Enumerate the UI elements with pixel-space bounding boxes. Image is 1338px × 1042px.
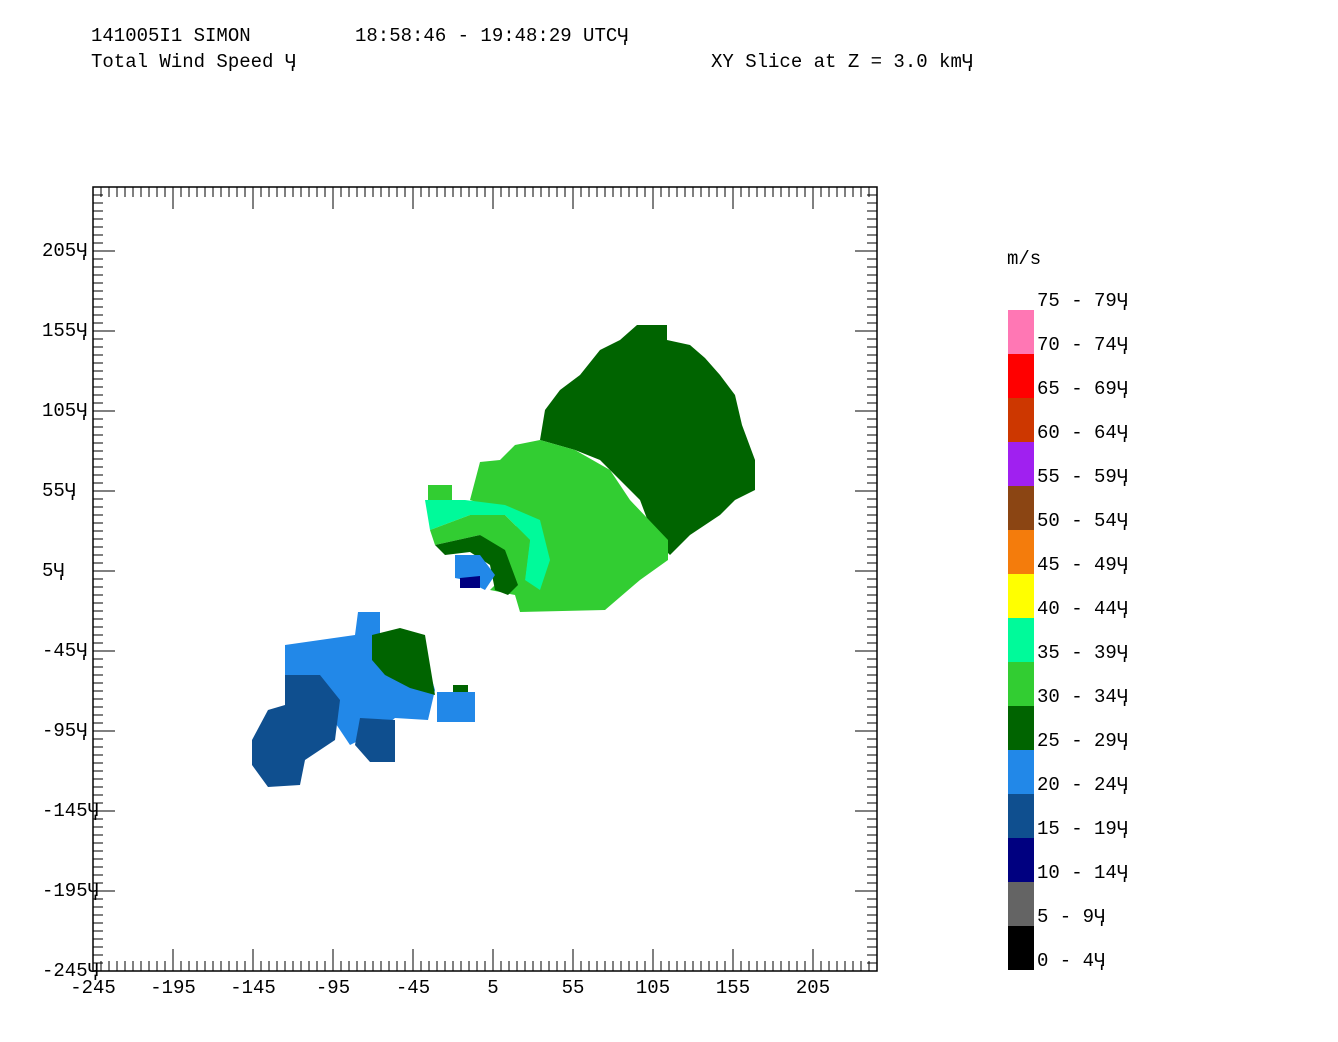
- legend-swatch: [1008, 662, 1034, 706]
- legend-swatch: [1008, 882, 1034, 926]
- legend-label: 25 - 29Ӌ: [1037, 730, 1128, 752]
- legend-swatch: [1008, 750, 1034, 794]
- legend-swatch: [1008, 486, 1034, 530]
- x-tick-label: 105: [636, 977, 670, 999]
- y-tick-label: -195Ӌ: [42, 880, 99, 902]
- legend-label: 75 - 79Ӌ: [1037, 290, 1128, 312]
- region: [437, 692, 475, 722]
- legend-swatch: [1008, 794, 1034, 838]
- region: [540, 325, 755, 555]
- region: [355, 718, 395, 762]
- wind-field: [252, 325, 755, 787]
- x-tick-label: 5: [487, 977, 498, 999]
- legend-label: 45 - 49Ӌ: [1037, 554, 1128, 576]
- legend-label: 55 - 59Ӌ: [1037, 466, 1128, 488]
- legend-swatch: [1008, 618, 1034, 662]
- y-tick-label: -245Ӌ: [42, 960, 99, 982]
- x-tick-label: -95: [316, 977, 350, 999]
- time-label: 18:58:46 - 19:48:29 UTCӋ: [355, 25, 629, 47]
- legend-label: 15 - 19Ӌ: [1037, 818, 1128, 840]
- region: [372, 628, 435, 695]
- legend-label: 70 - 74Ӌ: [1037, 334, 1128, 356]
- y-tick-label: 5Ӌ: [42, 560, 65, 582]
- legend-swatch: [1008, 442, 1034, 486]
- region: [428, 485, 452, 502]
- region: [425, 500, 550, 590]
- x-tick-label: 55: [562, 977, 585, 999]
- x-tick-label: -195: [150, 977, 196, 999]
- region: [460, 576, 480, 588]
- legend-label: 40 - 44Ӌ: [1037, 598, 1128, 620]
- y-tick-label: 105Ӌ: [42, 400, 88, 422]
- y-tick-label: 155Ӌ: [42, 320, 88, 342]
- legend-label: 50 - 54Ӌ: [1037, 510, 1128, 532]
- legend-label: 0 - 4Ӌ: [1037, 950, 1105, 972]
- legend-label: 20 - 24Ӌ: [1037, 774, 1128, 796]
- legend-swatch: [1008, 926, 1034, 970]
- region: [430, 515, 530, 590]
- case-label: 141005I1 SIMON: [91, 25, 251, 47]
- x-tick-label: -145: [230, 977, 276, 999]
- field-label: Total Wind Speed Ӌ: [91, 51, 296, 73]
- legend-label: 30 - 34Ӌ: [1037, 686, 1128, 708]
- x-tick-label: -45: [396, 977, 430, 999]
- legend-label: 60 - 64Ӌ: [1037, 422, 1128, 444]
- legend-swatch: [1008, 706, 1034, 750]
- region: [455, 555, 495, 590]
- region: [252, 675, 340, 787]
- slice-label: XY Slice at Z = 3.0 kmӋ: [711, 51, 973, 73]
- legend-swatch: [1008, 354, 1034, 398]
- y-tick-label: 55Ӌ: [42, 480, 76, 502]
- legend-swatch: [1008, 574, 1034, 618]
- legend-label: 5 - 9Ӌ: [1037, 906, 1105, 928]
- y-tick-label: -95Ӌ: [42, 720, 88, 742]
- legend-title: m/s: [1007, 248, 1041, 270]
- y-tick-label: 205Ӌ: [42, 240, 88, 262]
- legend-swatch: [1008, 838, 1034, 882]
- y-tick-label: -45Ӌ: [42, 640, 88, 662]
- legend-label: 65 - 69Ӌ: [1037, 378, 1128, 400]
- x-tick-label: 205: [796, 977, 830, 999]
- y-tick-label: -145Ӌ: [42, 800, 99, 822]
- legend-label: 10 - 14Ӌ: [1037, 862, 1128, 884]
- x-tick-label: -245: [70, 977, 116, 999]
- region: [435, 535, 518, 595]
- legend-swatch: [1008, 530, 1034, 574]
- region: [453, 685, 468, 692]
- legend-swatch: [1008, 398, 1034, 442]
- legend-label: 35 - 39Ӌ: [1037, 642, 1128, 664]
- legend-swatch: [1008, 310, 1034, 354]
- x-tick-label: 155: [716, 977, 750, 999]
